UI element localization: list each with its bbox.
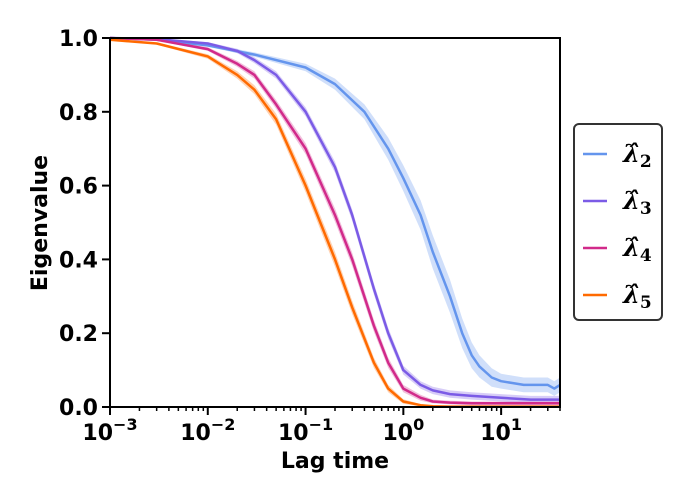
- band-lambda-5: [110, 39, 560, 408]
- series-lines: [109, 36, 561, 408]
- y-tick-label: 0.2: [59, 322, 98, 347]
- x-tick-label: 10−2: [180, 415, 235, 446]
- legend-label-lambda-3: λ̂3: [622, 186, 652, 219]
- x-tick-label: 10−3: [82, 415, 137, 446]
- legend-label-lambda-4: λ̂4: [622, 233, 652, 266]
- line-lambda-4: [109, 36, 560, 405]
- band-lambda-2: [110, 38, 560, 396]
- y-tick-label: 0.0: [59, 396, 98, 421]
- y-axis: 0.0 0.2 0.4 0.6 0.8 1.0: [59, 27, 110, 421]
- x-tick-label: 101: [480, 415, 522, 446]
- legend: λ̂2 λ̂3 λ̂4 λ̂5: [573, 123, 663, 321]
- plot-frame: [109, 37, 561, 408]
- line-lambda-2: [109, 36, 561, 390]
- legend-label-lambda-5: λ̂5: [622, 280, 652, 313]
- y-axis-label: Eigenvalue: [28, 155, 53, 291]
- x-tick-label: 10−1: [278, 415, 333, 446]
- legend-label-lambda-2: λ̂2: [622, 139, 652, 172]
- y-tick-label: 1.0: [59, 27, 98, 52]
- x-axis: 10−3 10−2 10−1 100 101: [82, 407, 561, 446]
- legend-box: [573, 123, 663, 321]
- y-tick-label: 0.8: [59, 101, 98, 126]
- x-tick-label: 100: [382, 415, 424, 446]
- confidence-bands: [110, 38, 560, 408]
- y-tick-label: 0.6: [59, 175, 98, 200]
- y-tick-label: 0.4: [59, 248, 98, 273]
- line-lambda-5: [109, 38, 560, 408]
- x-axis-label: Lag time: [281, 449, 389, 474]
- line-lambda-3: [109, 36, 560, 401]
- band-lambda-4: [110, 38, 560, 406]
